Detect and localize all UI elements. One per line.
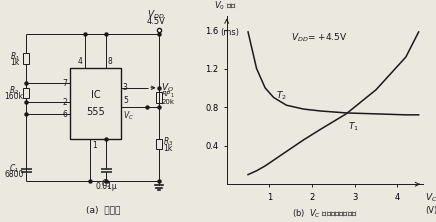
Text: 4.5V: 4.5V: [146, 17, 165, 26]
Text: 3: 3: [123, 83, 128, 92]
Text: 555: 555: [86, 107, 105, 117]
Text: $R_1$: $R_1$: [10, 50, 20, 63]
Bar: [24, 88, 29, 98]
Text: 1k: 1k: [10, 58, 20, 67]
Text: 1k: 1k: [163, 144, 173, 153]
Text: 8: 8: [107, 57, 112, 66]
Text: $T_2$: $T_2$: [276, 89, 287, 102]
Text: $V_0$ 脉宽: $V_0$ 脉宽: [214, 0, 237, 12]
Text: $C_2$: $C_2$: [101, 178, 111, 190]
Text: 2: 2: [63, 98, 68, 107]
Bar: [156, 92, 162, 103]
Bar: [70, 68, 121, 139]
Text: 7: 7: [62, 79, 68, 88]
Text: IC: IC: [91, 90, 100, 100]
Text: $V_O$: $V_O$: [160, 81, 174, 94]
Text: 20k: 20k: [161, 99, 174, 105]
Bar: [24, 54, 29, 64]
Text: $RP_1$: $RP_1$: [161, 90, 175, 100]
Text: 160k: 160k: [4, 92, 24, 101]
Text: (V): (V): [425, 206, 436, 215]
Text: (b)  $V_C$ 与输出脉宽的关系: (b) $V_C$ 与输出脉宽的关系: [292, 207, 358, 220]
Text: $R_2$: $R_2$: [9, 84, 19, 97]
Text: (a)  电路图: (a) 电路图: [86, 206, 121, 214]
Text: 0.01μ: 0.01μ: [95, 182, 117, 191]
Text: 1: 1: [92, 141, 97, 150]
Text: 6: 6: [62, 110, 68, 119]
Text: $T_1$: $T_1$: [348, 120, 359, 133]
Text: 4: 4: [78, 57, 83, 66]
Text: (ms): (ms): [220, 28, 239, 37]
Bar: [156, 139, 162, 149]
Text: $C_1$: $C_1$: [9, 162, 19, 174]
Text: $V_{DD}$= +4.5V: $V_{DD}$= +4.5V: [291, 32, 347, 44]
Text: $V_C$: $V_C$: [425, 191, 436, 204]
Text: 5: 5: [123, 96, 128, 105]
Text: $V_C$: $V_C$: [123, 110, 134, 123]
Text: $V_{DD}$: $V_{DD}$: [147, 8, 165, 21]
Text: 6800: 6800: [5, 170, 24, 179]
Text: $R_3$: $R_3$: [163, 135, 173, 148]
